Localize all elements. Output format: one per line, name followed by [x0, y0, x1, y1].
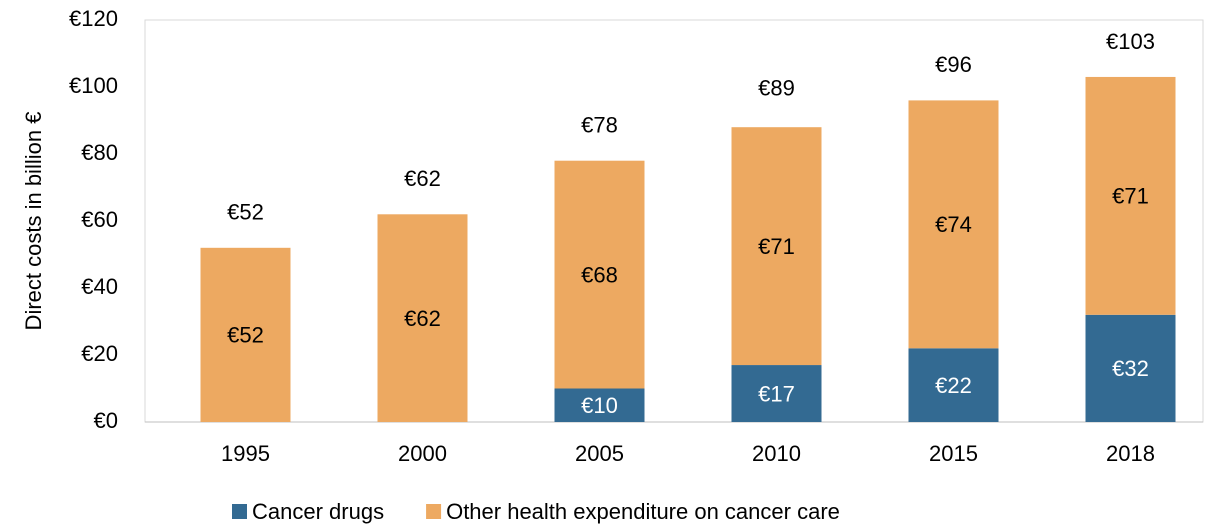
x-tick-label: 1995	[221, 441, 270, 466]
x-tick-label: 2018	[1106, 441, 1155, 466]
total-label: €62	[404, 166, 441, 191]
total-label: €52	[227, 200, 264, 225]
total-label: €103	[1106, 29, 1155, 54]
y-tick-label: €120	[69, 6, 118, 31]
total-label: €96	[935, 52, 972, 77]
x-tick-label: 2000	[398, 441, 447, 466]
bar-segment	[731, 365, 822, 422]
legend-label: Cancer drugs	[252, 499, 384, 524]
bar-label: €62	[404, 306, 441, 331]
bar-label: €71	[758, 234, 795, 259]
bar-segment	[731, 127, 822, 366]
bar-label: €17	[758, 381, 795, 406]
bar-segment	[908, 100, 999, 349]
bar-label: €22	[935, 373, 972, 398]
y-tick-label: €20	[81, 341, 118, 366]
bar-label: €71	[1112, 184, 1149, 209]
x-tick-label: 2015	[929, 441, 978, 466]
bar-segment	[200, 247, 291, 422]
y-tick-label: €80	[81, 140, 118, 165]
x-tick-label: 2005	[575, 441, 624, 466]
bar-segment	[554, 388, 645, 422]
y-tick-label: €40	[81, 274, 118, 299]
plot-frame	[144, 19, 1204, 423]
legend-label: Other health expenditure on cancer care	[446, 499, 840, 524]
bar-segment	[377, 214, 468, 422]
bar-label: €74	[935, 212, 972, 237]
y-axis-label: Direct costs in billion €	[21, 112, 46, 331]
bar-segment	[1085, 76, 1176, 315]
bar-label: €68	[581, 262, 618, 287]
y-tick-label: €100	[69, 73, 118, 98]
bar-segment	[908, 348, 999, 422]
bar-segment	[1085, 314, 1176, 422]
x-tick-label: 2010	[752, 441, 801, 466]
bar-label: €10	[581, 393, 618, 418]
y-tick-label: €0	[94, 408, 118, 433]
legend-swatch	[426, 504, 442, 519]
bar-label: €32	[1112, 356, 1149, 381]
total-label: €78	[581, 113, 618, 138]
legend-swatch	[232, 504, 247, 519]
total-label: €89	[758, 76, 795, 101]
bar-segment	[554, 160, 645, 389]
bar-label: €52	[227, 323, 264, 348]
y-tick-label: €60	[81, 207, 118, 232]
